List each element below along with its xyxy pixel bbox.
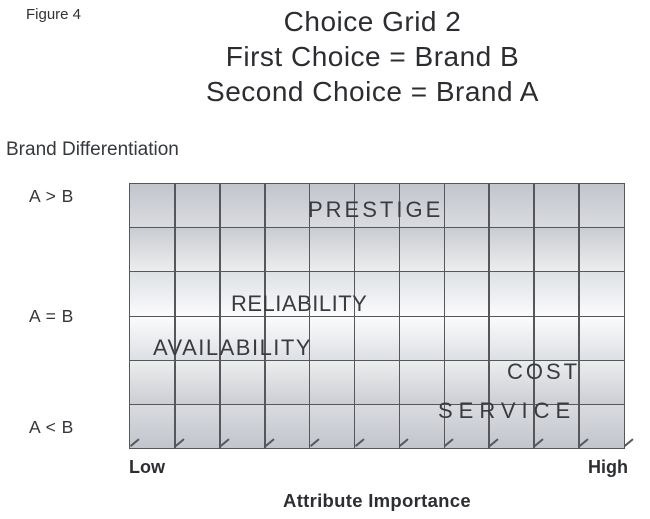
chart-subtitle-first-choice: First Choice = Brand B [225, 41, 520, 72]
grid-vline [263, 184, 266, 448]
grid-band-4 [130, 315, 624, 360]
grid-band-3 [130, 271, 624, 316]
attribute-label-availability: AVAILABILITY [153, 335, 313, 360]
y-tick-a-gt-b: A > B [29, 186, 74, 206]
choice-grid-plot-area: PRESTIGE RELIABILITY AVAILABILITY COST S… [129, 183, 634, 449]
grid-vline [308, 184, 311, 448]
attribute-label-cost: COST [507, 359, 581, 384]
y-axis-title: Brand Differentiation [6, 139, 179, 160]
attribute-label-reliability: RELIABILITY [231, 291, 368, 316]
chart-title: Choice Grid 2 [283, 6, 462, 37]
grid-vline [488, 184, 491, 448]
grid-vline [443, 184, 446, 448]
chart-subtitle-second-choice: Second Choice = Brand A [206, 76, 539, 107]
y-tick-a-lt-b: A < B [29, 417, 74, 437]
grid-band-2 [130, 227, 624, 272]
grid-band-1 [130, 184, 624, 228]
grid-vline [578, 184, 580, 448]
x-axis-min-label: Low [129, 457, 165, 477]
grid-vline [218, 184, 221, 448]
x-axis-title: Attribute Importance [283, 490, 471, 511]
attribute-label-prestige: PRESTIGE [308, 197, 444, 222]
grid-vline [533, 184, 536, 448]
grid-vline [398, 184, 401, 448]
attribute-label-service: SERVICE [438, 398, 577, 423]
grid-vline [353, 184, 356, 448]
grid-band-5 [130, 359, 624, 404]
axis-tick [623, 438, 634, 447]
figure-label: Figure 4 [26, 6, 82, 23]
x-axis-max-label: High [588, 457, 628, 477]
grid-bands [130, 184, 624, 449]
y-tick-a-eq-b: A = B [29, 306, 74, 326]
grid-vline [174, 184, 176, 448]
chart-title-block: Choice Grid 2 First Choice = Brand B Sec… [90, 4, 650, 109]
